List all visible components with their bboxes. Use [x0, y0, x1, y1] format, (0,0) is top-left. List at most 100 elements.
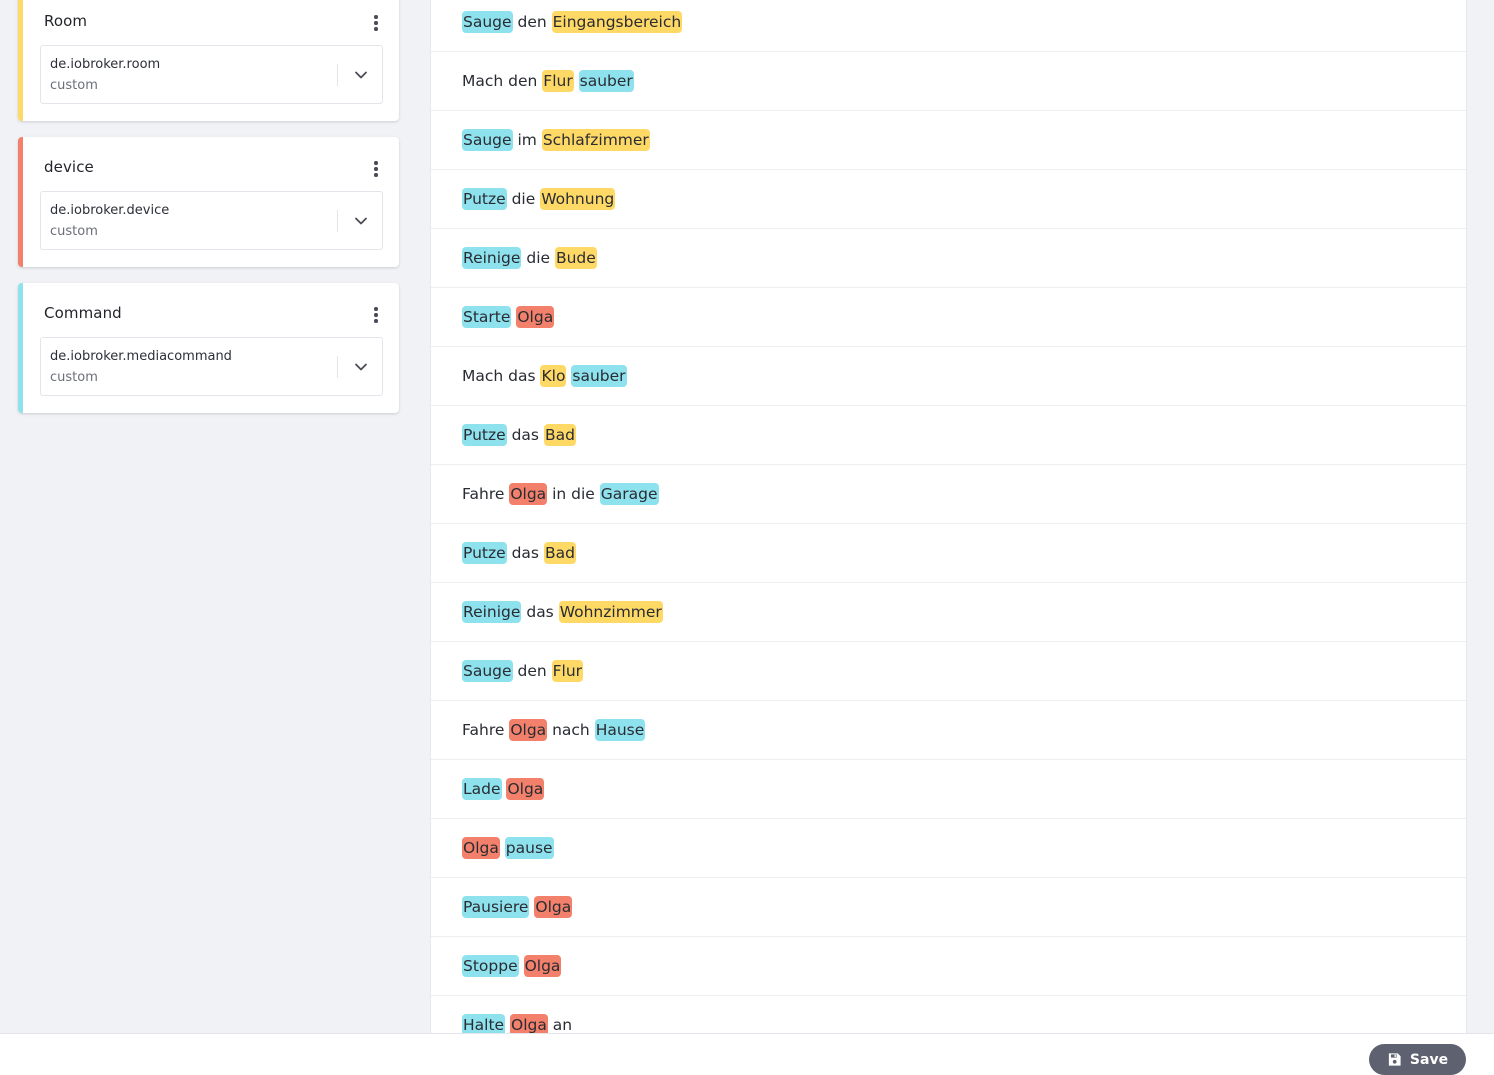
utterance-text: den: [512, 662, 552, 680]
slot-highlight-command: pause: [504, 837, 554, 859]
slot-highlight-room: Wohnung: [540, 188, 616, 210]
slot-highlight-device: Olga: [534, 896, 573, 918]
slot-highlight-command: Reinige: [462, 601, 522, 623]
select-divider: [337, 356, 338, 378]
utterance-row[interactable]: Mach das Klo sauber: [431, 347, 1466, 406]
slot-type-kind: custom: [50, 370, 98, 385]
slot-highlight-command: Hause: [594, 719, 646, 741]
slot-card-device: device de.iobroker.device custom: [18, 137, 399, 267]
utterance-row[interactable]: Sauge den Eingangsbereich: [431, 0, 1466, 52]
utterance-list: Sauge den Eingangsbereich Mach den Flur s…: [430, 0, 1467, 1033]
utterance-text: Fahre: [462, 485, 510, 503]
slot-highlight-command: Pausiere: [462, 896, 530, 918]
slot-highlight-command: Putze: [462, 424, 507, 446]
slot-highlight-command: sauber: [578, 70, 634, 92]
utterance-text: das: [521, 603, 559, 621]
slot-highlight-room: Wohnzimmer: [558, 601, 663, 623]
more-vert-icon[interactable]: [367, 305, 385, 325]
slot-name: device: [44, 158, 94, 176]
save-button-label: Save: [1409, 1051, 1449, 1068]
slot-type-kind: custom: [50, 224, 98, 239]
utterance-row[interactable]: Olga pause: [431, 819, 1466, 878]
slot-highlight-device: Olga: [516, 306, 555, 328]
utterance-text: die: [521, 249, 555, 267]
chevron-down-icon[interactable]: [353, 359, 369, 375]
slot-highlight-command: Reinige: [462, 247, 522, 269]
select-divider: [337, 210, 338, 232]
slot-highlight-room: Bad: [543, 542, 576, 564]
utterance-row[interactable]: Sauge den Flur: [431, 642, 1466, 701]
utterance-row[interactable]: Fahre Olga in die Garage: [431, 465, 1466, 524]
slot-highlight-room: Eingangsbereich: [551, 11, 683, 33]
slot-type-select[interactable]: de.iobroker.room custom: [40, 45, 383, 104]
slot-highlight-command: Garage: [599, 483, 659, 505]
slot-highlight-command: sauber: [571, 365, 627, 387]
slot-type-name: de.iobroker.room: [50, 57, 161, 72]
utterance-text: in die: [547, 485, 600, 503]
utterance-text: [519, 957, 524, 975]
utterance-text: das: [506, 544, 544, 562]
chevron-down-icon[interactable]: [353, 67, 369, 83]
utterance-row[interactable]: Putze das Bad: [431, 524, 1466, 583]
slot-highlight-room: Flur: [551, 660, 584, 682]
slot-highlight-command: Lade: [462, 778, 502, 800]
slot-card-command: Command de.iobroker.mediacommand custom: [18, 283, 399, 413]
slot-type-name: de.iobroker.device: [50, 203, 170, 218]
slot-card-room: Room de.iobroker.room custom: [18, 0, 399, 121]
utterance-text: [574, 72, 579, 90]
utterance-text: Mach das: [462, 367, 541, 385]
slot-highlight-device: Olga: [509, 719, 548, 741]
utterance-text: an: [547, 1016, 573, 1033]
utterance-text: das: [506, 426, 544, 444]
slot-name: Room: [44, 12, 88, 30]
slot-highlight-device: Olga: [462, 837, 500, 859]
slot-highlight-command: Putze: [462, 188, 507, 210]
utterance-row[interactable]: Reinige die Bude: [431, 229, 1466, 288]
slot-highlight-room: Schlafzimmer: [541, 129, 650, 151]
utterance-row[interactable]: Halte Olga an: [431, 996, 1466, 1033]
slot-name: Command: [44, 304, 122, 322]
slot-highlight-room: Klo: [540, 365, 567, 387]
slot-type-name: de.iobroker.mediacommand: [50, 349, 232, 364]
utterance-row[interactable]: Lade Olga: [431, 760, 1466, 819]
slot-highlight-room: Bude: [554, 247, 597, 269]
utterance-text: Fahre: [462, 721, 510, 739]
slot-highlight-device: Olga: [510, 1014, 548, 1033]
utterance-text: im: [512, 131, 542, 149]
slot-highlight-command: Sauge: [462, 660, 513, 682]
utterance-row[interactable]: Putze die Wohnung: [431, 170, 1466, 229]
utterance-row[interactable]: Reinige das Wohnzimmer: [431, 583, 1466, 642]
select-divider: [337, 64, 338, 86]
utterance-row[interactable]: Sauge im Schlafzimmer: [431, 111, 1466, 170]
utterance-row[interactable]: Stoppe Olga: [431, 937, 1466, 996]
slot-color-accent: [18, 283, 23, 413]
slot-highlight-device: Olga: [506, 778, 545, 800]
slot-type-kind: custom: [50, 78, 98, 93]
slot-highlight-command: Putze: [462, 542, 507, 564]
slot-highlight-command: Halte: [462, 1014, 506, 1033]
slot-color-accent: [18, 137, 23, 267]
slot-highlight-command: Starte: [462, 306, 512, 328]
utterance-text: den: [512, 13, 552, 31]
slot-highlight-command: Sauge: [462, 129, 513, 151]
more-vert-icon[interactable]: [367, 159, 385, 179]
utterance-row[interactable]: Mach den Flur sauber: [431, 52, 1466, 111]
chevron-down-icon[interactable]: [353, 213, 369, 229]
utterance-text: nach: [547, 721, 595, 739]
slot-highlight-room: Bad: [543, 424, 576, 446]
slot-type-select[interactable]: de.iobroker.mediacommand custom: [40, 337, 383, 396]
utterance-text: Mach den: [462, 72, 543, 90]
utterance-row[interactable]: Fahre Olga nach Hause: [431, 701, 1466, 760]
utterance-row[interactable]: Starte Olga: [431, 288, 1466, 347]
utterance-row[interactable]: Putze das Bad: [431, 406, 1466, 465]
slot-highlight-device: Olga: [523, 955, 562, 977]
more-vert-icon[interactable]: [367, 13, 385, 33]
bottom-bar: Save: [0, 1033, 1494, 1075]
slot-highlight-device: Olga: [509, 483, 548, 505]
save-button[interactable]: Save: [1369, 1044, 1466, 1075]
slot-type-select[interactable]: de.iobroker.device custom: [40, 191, 383, 250]
floppy-disk-icon: [1388, 1053, 1401, 1066]
slot-highlight-command: Sauge: [462, 11, 513, 33]
utterance-row[interactable]: Pausiere Olga: [431, 878, 1466, 937]
utterance-text: die: [506, 190, 541, 208]
